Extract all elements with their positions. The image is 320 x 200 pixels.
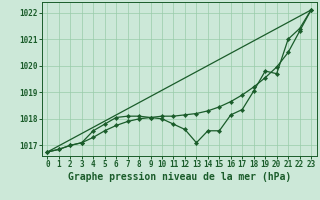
X-axis label: Graphe pression niveau de la mer (hPa): Graphe pression niveau de la mer (hPa): [68, 172, 291, 182]
